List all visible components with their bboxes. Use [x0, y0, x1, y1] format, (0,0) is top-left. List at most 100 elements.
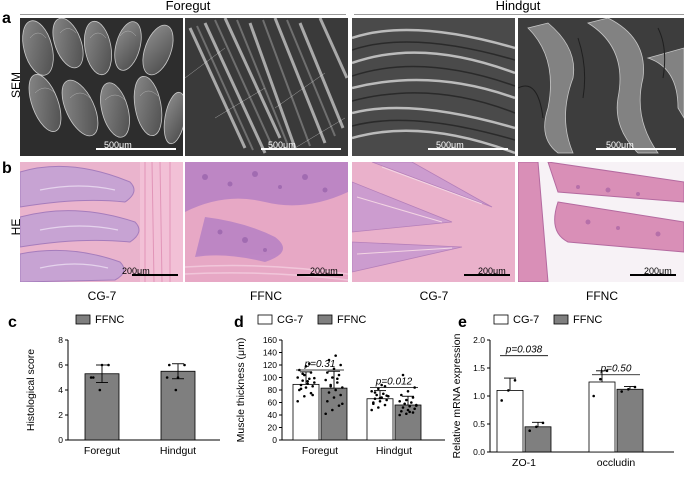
y-axis-label: Relative mRNA expression: [452, 333, 463, 458]
data-point-FFNC-Foregut-19: [341, 402, 344, 406]
x-tick-label-0: Foregut: [302, 445, 338, 457]
group-label-foregut: Foregut: [165, 0, 211, 13]
y-tick-label-6: 120: [263, 360, 277, 370]
data-point-FFNC-Foregut-5: [339, 393, 342, 397]
data-point-FFNC-Hindgut-4: [406, 408, 410, 412]
bar-CG-7-occludin: [588, 381, 616, 453]
data-point-FFNC-Foregut-8: [341, 386, 344, 389]
data-point-FFNC-Hindgut-13: [411, 396, 415, 399]
data-point-FFNC-Foregut-17: [327, 358, 331, 362]
chart-panel-d: 0 20 40 60 80 100 120 140 160 Muscle thickness (μ…: [235, 314, 445, 457]
data-point-FFNC-Foregut-3: [91, 376, 95, 379]
data-point-FFNC-Foregut-1: [331, 408, 334, 412]
data-point-FFNC-Hindgut-19: [415, 404, 418, 407]
he-scalebar-label-3: 200μm: [478, 266, 506, 276]
data-point-CG-7-Foregut-20: [301, 372, 304, 376]
sem-image-foregut-cg7: [20, 18, 183, 156]
x-tick-label-1: occludin: [597, 457, 636, 469]
data-point-CG-7-Hindgut-12: [377, 387, 380, 391]
data-point-CG-7-Foregut-17: [299, 387, 303, 391]
he-scalebar-label-4: 200μm: [644, 266, 672, 276]
data-point-CG-7-Hindgut-2: [383, 403, 387, 407]
data-point-CG-7-Hindgut-1: [377, 406, 380, 409]
y-tick-label-5: 100: [263, 373, 277, 383]
data-point-FFNC-Foregut-2: [337, 404, 341, 407]
significance-label-0: p=0.038: [505, 345, 543, 356]
data-point-FFNC-Hindgut-1: [174, 388, 178, 392]
y-tick-label-3: 1.5: [473, 363, 485, 373]
data-point-FFNC-Hindgut-2: [183, 363, 186, 367]
data-point-FFNC-Foregut-0: [324, 412, 327, 416]
y-tick-label-7: 140: [263, 348, 277, 358]
bar-FFNC-occludin: [616, 388, 644, 453]
data-point-FFNC-Foregut-7: [334, 388, 337, 392]
data-point-FFNC-Foregut-2: [107, 363, 110, 367]
he-image-foregut-ffnc: [185, 162, 348, 282]
data-point-CG-7-ZO-1-1: [507, 389, 510, 392]
y-axis-label: Muscle thickness (μm): [235, 338, 247, 443]
legend-swatch-0: [493, 314, 509, 325]
data-point-CG-7-Hindgut-17: [373, 391, 377, 394]
data-point-CG-7-Hindgut-13: [383, 384, 387, 388]
legend-swatch-0: [257, 314, 273, 325]
data-point-FFNC-Hindgut-0: [398, 413, 401, 417]
y-tick-label-0: 0: [58, 435, 63, 445]
group-label-hindgut: Hindgut: [495, 0, 541, 13]
data-point-FFNC-Foregut-10: [336, 381, 339, 384]
data-point-CG-7-ZO-1-2: [513, 379, 517, 382]
panel-letter-a: a: [2, 10, 11, 27]
sem-image-hindgut-ffnc: [518, 18, 684, 156]
data-point-CG-7-Hindgut-15: [378, 396, 382, 400]
y-tick-label-0: 0.0: [473, 447, 485, 457]
data-point-CG-7-ZO-1-0: [500, 399, 503, 402]
data-point-CG-7-Foregut-15: [304, 364, 308, 368]
data-point-CG-7-Foregut-21: [308, 362, 311, 366]
y-tick-label-2: 4: [58, 385, 63, 395]
data-point-FFNC-Hindgut-11: [398, 399, 401, 403]
data-point-CG-7-Foregut-7: [306, 382, 309, 386]
column-label-1: CG-7: [87, 289, 117, 303]
data-point-CG-7-Hindgut-9: [375, 393, 378, 397]
panel-letter-d: d: [234, 314, 244, 331]
data-point-FFNC-Foregut-3: [326, 399, 329, 403]
data-point-CG-7-Hindgut-11: [370, 389, 373, 393]
data-point-FFNC-ZO-1-2: [541, 421, 545, 425]
bar-FFNC-Hindgut: [160, 370, 196, 441]
data-point-FFNC-Foregut-20: [329, 384, 332, 388]
data-point-CG-7-Hindgut-6: [373, 397, 377, 401]
data-point-FFNC-Hindgut-14: [400, 393, 403, 397]
y-tick-label-8: 160: [263, 335, 277, 345]
data-point-FFNC-Foregut-4: [332, 396, 336, 399]
data-point-FFNC-Foregut-13: [337, 373, 341, 377]
significance-label-0: p=0.31: [304, 359, 336, 370]
legend-label-1: FFNC: [337, 314, 366, 326]
bar-FFNC-Foregut: [84, 373, 120, 441]
he-image-foregut-cg7: [20, 162, 183, 282]
significance-label-1: p=0.012: [375, 377, 413, 388]
data-point-FFNC-Hindgut-0: [165, 376, 169, 379]
bar-CG-7-Hindgut: [366, 398, 394, 441]
y-tick-label-4: 8: [58, 335, 63, 345]
data-point-CG-7-occludin-0: [592, 394, 595, 398]
data-point-CG-7-Foregut-4: [304, 386, 308, 389]
data-point-FFNC-Hindgut-12: [405, 398, 408, 402]
data-point-CG-7-Hindgut-14: [372, 402, 375, 406]
y-tick-label-3: 60: [268, 398, 278, 408]
data-point-FFNC-Hindgut-6: [401, 406, 405, 409]
data-point-FFNC-Foregut-14: [326, 371, 329, 374]
he-image-hindgut-cg7: [352, 162, 515, 282]
data-point-FFNC-Foregut-15: [332, 367, 336, 371]
y-axis-label: Histological score: [25, 349, 37, 431]
data-point-FFNC-Foregut-18: [334, 354, 337, 357]
data-point-CG-7-Foregut-6: [299, 383, 303, 387]
data-point-FFNC-Hindgut-7: [408, 404, 411, 408]
panel-letter-c: c: [8, 314, 17, 331]
data-point-FFNC-occludin-0: [620, 390, 623, 393]
y-tick-label-2: 1.0: [473, 391, 485, 401]
data-point-FFNC-Hindgut-4: [176, 376, 180, 379]
sem-scalebar-label-1: 500μm: [104, 140, 132, 150]
data-point-FFNC-ZO-1-1: [535, 425, 538, 429]
bar-CG-7-Foregut: [292, 383, 320, 441]
x-tick-label-1: Hindgut: [376, 445, 412, 457]
data-point-CG-7-Hindgut-10: [382, 392, 385, 396]
